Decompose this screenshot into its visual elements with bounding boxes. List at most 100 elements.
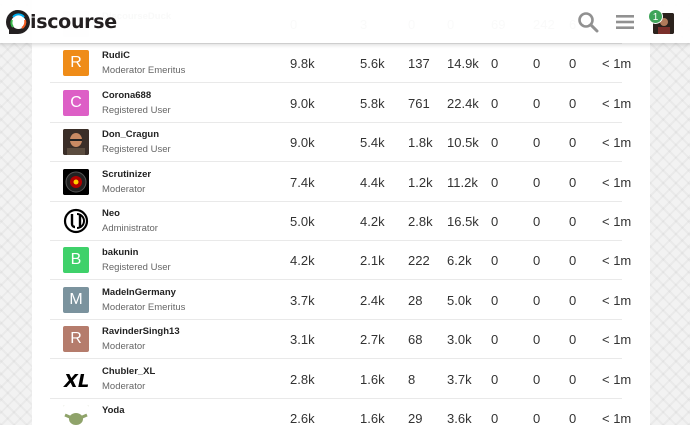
user-avatar[interactable] [63,405,89,425]
user-title: Registered User [102,144,171,156]
stat-time: < 1m [602,135,632,151]
stat-replies: 0 [533,292,541,308]
stat-likes-given: 4.4k [360,174,385,190]
stat-posts-read: 10.5k [447,135,479,151]
stat-likes-given: 2.7k [360,332,385,348]
username-link[interactable]: Scrutinizer [102,168,152,180]
stat-likes-received: 9.0k [290,135,315,151]
user-avatar[interactable] [63,168,89,195]
table-row[interactable]: Don_Cragun Registered User 9.0k 5.4k 1.8k 10.… [50,123,631,163]
stat-likes-given: 1.6k [360,411,385,425]
stat-days-visited: 0 [569,371,577,387]
user-directory: DiscourseDuck0300692426RRudiCModerator E… [32,0,650,425]
user-avatar[interactable] [63,129,89,156]
stat-likes-given: 5.4k [360,135,385,151]
stat-days-visited: 0 [569,332,577,348]
stat-likes-received: 9.8k [290,56,315,72]
search-icon[interactable] [577,11,599,33]
user-avatar[interactable]: B [63,247,89,274]
stat-likes-given: 2.1k [360,253,385,269]
stat-replies: 0 [533,411,541,425]
user-title: Moderator [102,341,146,353]
table-row[interactable]: M MadeInGermany Moderator Emeritus 3.7k 2.4k… [50,281,631,320]
stat-topics-created: 0 [491,95,499,111]
stat-replies: 0 [533,95,541,111]
table-row[interactable]: XL Chubler_XL Moderator 2.8k 1.6k 8 3.7k 0 0 0 < 1… [50,360,631,399]
username-link[interactable]: Corona688 [102,89,152,101]
user-avatar[interactable]: R [63,50,89,77]
table-row[interactable]: R RudiC Moderator Emeritus 9.8k 5.6k 137 14.9k… [50,44,631,84]
username-link[interactable]: Yoda [102,405,125,416]
stat-time: < 1m [602,56,632,72]
stat-topics-created: 0 [491,214,499,229]
stat-topics-created: 0 [491,135,499,151]
hamburger-menu-icon[interactable] [616,13,634,31]
stat-days-visited: 0 [569,411,577,425]
stat-likes-received: 9.0k [290,95,315,111]
stat-likes-given: 5.8k [360,95,385,111]
stat-topics-entered: 28 [408,292,423,308]
stat-posts-read: 5.0k [447,292,472,308]
stat-time: < 1m [602,253,632,269]
stat-topics-created: 0 [491,253,499,269]
stat-days-visited: 0 [569,174,577,190]
stat-topics-created: 0 [491,292,499,308]
username-link[interactable]: Don_Cragun [102,129,159,141]
stat-time: < 1m [602,411,632,425]
discourse-logo-icon [6,9,30,35]
user-title: Moderator [102,380,146,392]
user-avatar[interactable]: R [63,326,89,353]
user-title: Registered User [102,104,171,116]
stat-topics-entered: 1.2k [408,174,433,190]
user-avatar[interactable]: M [63,286,89,313]
username-link[interactable]: RudiC [102,50,130,62]
stat-days-visited: 0 [569,135,577,151]
table-row[interactable]: Scrutinizer Moderator 7.4k 4.4k 1.2k 11.2k 0 0 0… [50,163,631,202]
stat-likes-received: 3.7k [290,292,315,308]
notification-badge[interactable]: 1 [648,9,663,24]
stat-likes-received: 4.2k [290,253,315,269]
user-avatar[interactable]: C [63,89,89,116]
username-link[interactable]: RavinderSingh13 [102,326,180,338]
stat-posts-read: 22.4k [447,95,479,111]
user-avatar[interactable] [63,208,89,234]
stat-topics-entered: 761 [408,95,430,111]
stat-likes-received: 2.6k [290,411,315,425]
stat-time: < 1m [602,332,632,348]
stat-posts-read: 3.7k [447,371,472,387]
stat-replies: 0 [533,371,541,387]
stat-days-visited: 0 [569,214,577,229]
stat-posts-read: 6.2k [447,253,472,269]
stat-topics-entered: 222 [408,253,430,269]
stat-time: < 1m [602,371,632,387]
table-row[interactable]: Yoda 2.6k 1.6k 29 3.6k 0 0 0 < 1m [50,399,631,425]
stat-topics-created: 0 [491,371,499,387]
stat-topics-entered: 1.8k [408,135,433,151]
site-logo[interactable]: iscourse [4,8,117,36]
site-header: iscourse 1 [0,0,690,43]
stat-posts-read: 16.5k [447,214,479,229]
stat-topics-created: 0 [491,332,499,348]
stat-days-visited: 0 [569,95,577,111]
stat-likes-received: 5.0k [290,214,315,229]
table-row[interactable]: C Corona688 Registered User 9.0k 5.8k 761 22.4… [50,84,631,123]
stat-days-visited: 0 [569,56,577,72]
stat-likes-received: 2.8k [290,371,315,387]
stat-topics-entered: 29 [408,411,423,425]
stat-replies: 0 [533,174,541,190]
stat-likes-given: 5.6k [360,56,385,72]
stat-likes-received: 7.4k [290,174,315,190]
table-row[interactable]: Neo Administrator 5.0k 4.2k 2.8k 16.5k 0 0 0 < 1m [50,202,631,241]
username-link[interactable]: Neo [102,208,120,219]
table-row[interactable]: R RavinderSingh13 Moderator 3.1k 2.7k 68 3.0k 0… [50,320,631,360]
user-title: Moderator Emeritus [102,301,186,313]
username-link[interactable]: MadeInGermany [102,286,176,298]
user-avatar[interactable]: XL [63,365,89,392]
stat-topics-created: 0 [491,174,499,190]
username-link[interactable]: bakunin [102,247,139,259]
logo-wordmark: iscourse [30,11,117,33]
username-link[interactable]: Chubler_XL [102,365,156,377]
user-title: Moderator Emeritus [102,65,186,77]
user-title: Moderator [102,183,146,195]
